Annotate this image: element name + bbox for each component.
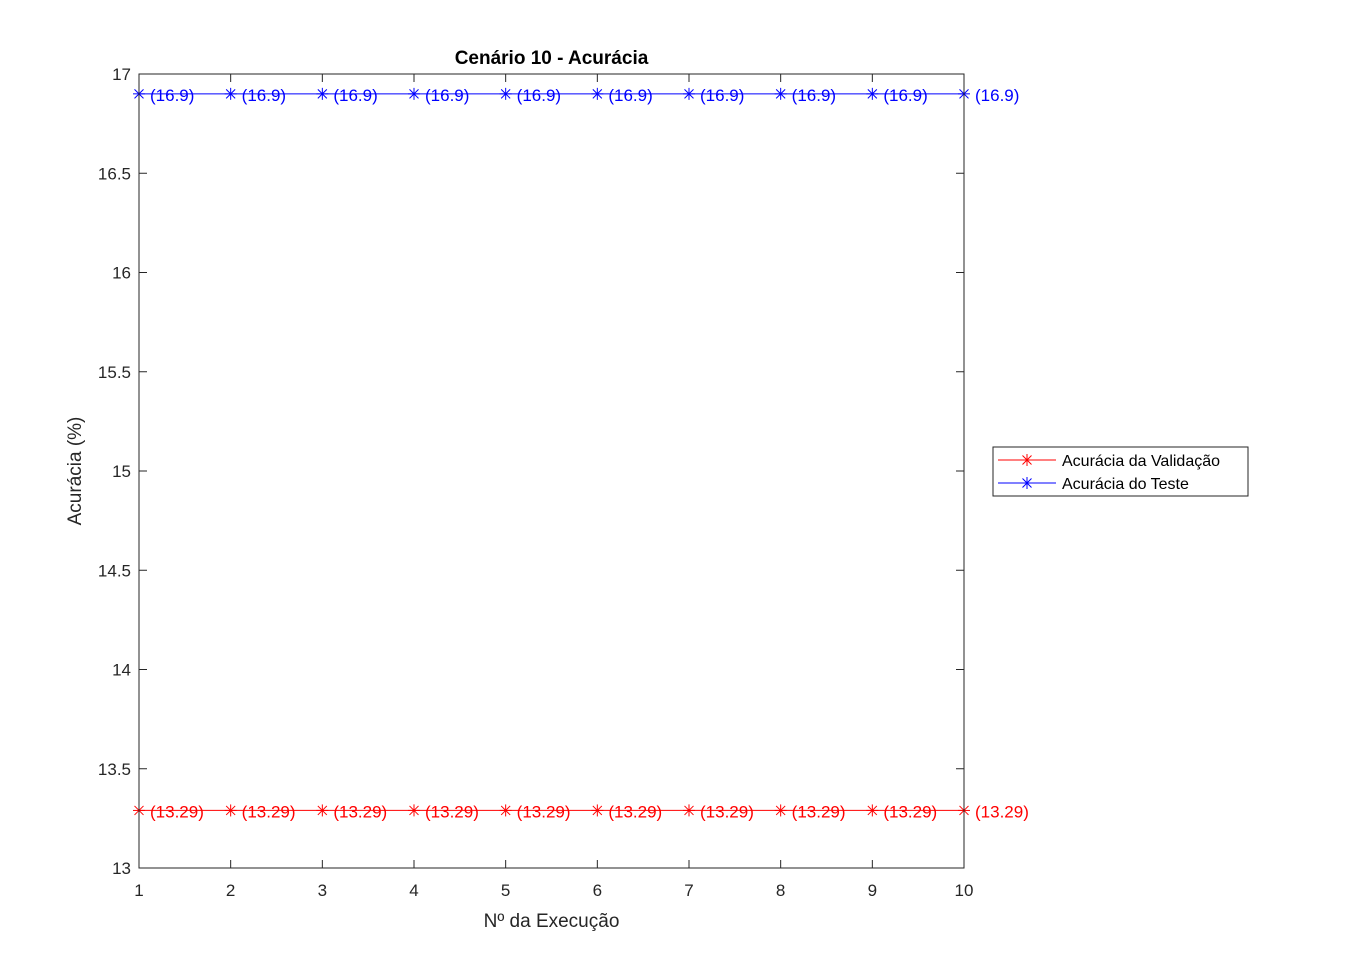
x-tick-label: 3	[318, 881, 327, 900]
y-tick-label: 13	[112, 859, 131, 878]
data-point	[774, 87, 787, 100]
data-point	[224, 804, 237, 817]
x-tick-label: 10	[955, 881, 974, 900]
legend-label-teste: Acurácia do Teste	[1062, 476, 1189, 493]
y-tick-label: 16	[112, 264, 131, 283]
x-tick-label: 5	[501, 881, 510, 900]
chart-title: Cenário 10 - Acurácia	[455, 48, 649, 69]
x-tick-label: 9	[868, 881, 877, 900]
data-label: (16.9)	[150, 86, 194, 105]
data-label: (16.9)	[792, 86, 836, 105]
legend: Acurácia da Validação Acurácia do Teste	[992, 446, 1249, 497]
data-point	[408, 804, 420, 817]
x-tick-label: 8	[776, 881, 785, 900]
data-point	[224, 87, 237, 100]
data-label: (13.29)	[975, 802, 1029, 821]
x-tick-label: 2	[226, 881, 235, 900]
data-point	[683, 87, 695, 100]
data-label: (13.29)	[425, 802, 479, 821]
y-tick-label: 17	[112, 65, 131, 84]
plot-area	[139, 74, 964, 868]
data-point	[683, 804, 695, 817]
data-point	[408, 87, 420, 100]
data-label: (13.29)	[883, 802, 937, 821]
y-tick-label: 14	[112, 661, 131, 680]
data-point	[591, 87, 604, 100]
data-label: (16.9)	[975, 86, 1019, 105]
data-label: (13.29)	[333, 802, 387, 821]
data-label: (13.29)	[608, 802, 662, 821]
axes-box	[138, 73, 965, 869]
data-point	[591, 804, 604, 817]
y-tick-label: 16.5	[98, 164, 131, 183]
data-point	[316, 87, 329, 100]
data-label: (13.29)	[517, 802, 571, 821]
x-axis-label: Nº da Execução	[484, 911, 620, 932]
y-tick-label: 15.5	[98, 363, 131, 382]
series-layer: (13.29) (13.29) (13.29) (13.29) (13.29) (13.2…	[133, 86, 1029, 821]
legend-marker-teste	[1021, 477, 1033, 489]
x-tick-label: 1	[134, 881, 143, 900]
y-axis-label: Acurácia (%)	[65, 417, 86, 526]
axis-ticks: 1 2 3 4 5 6 7 8 9 10 13 13.5 14 14.5 15 15.5 16 16.5 17	[98, 65, 974, 900]
legend-label-validacao: Acurácia da Validação	[1062, 453, 1220, 470]
y-tick-label: 15	[112, 462, 131, 481]
legend-marker-validacao	[1021, 454, 1033, 466]
data-point	[866, 804, 879, 817]
data-point	[316, 804, 329, 817]
data-label: (16.9)	[333, 86, 377, 105]
data-label: (16.9)	[883, 86, 927, 105]
data-label: (13.29)	[792, 802, 846, 821]
data-label: (13.29)	[242, 802, 296, 821]
data-point	[774, 804, 787, 817]
data-label: (13.29)	[700, 802, 754, 821]
y-tick-label: 13.5	[98, 760, 131, 779]
data-label: (16.9)	[242, 86, 286, 105]
data-label: (16.9)	[517, 86, 561, 105]
x-tick-label: 4	[409, 881, 418, 900]
y-tick-label: 14.5	[98, 561, 131, 580]
data-label: (16.9)	[700, 86, 744, 105]
data-point	[499, 804, 512, 817]
data-label: (16.9)	[608, 86, 652, 105]
data-label: (13.29)	[150, 802, 204, 821]
x-tick-label: 7	[684, 881, 693, 900]
x-tick-label: 6	[593, 881, 602, 900]
data-point	[499, 87, 512, 100]
legend-box	[992, 446, 1249, 497]
data-point	[866, 87, 879, 100]
data-label: (16.9)	[425, 86, 469, 105]
